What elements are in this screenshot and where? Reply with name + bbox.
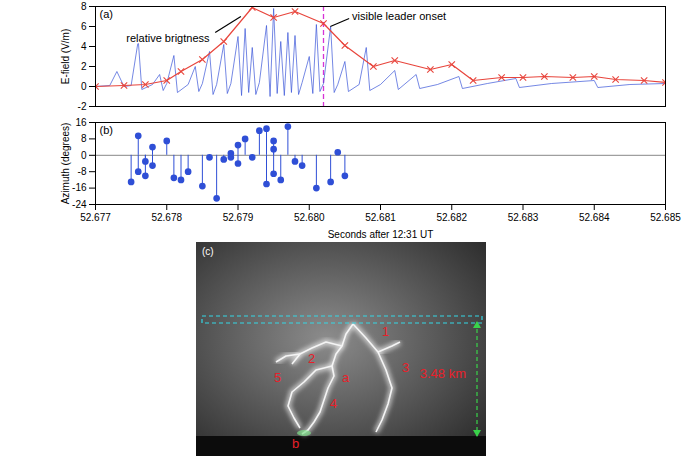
- svg-text:0: 0: [81, 81, 87, 92]
- svg-text:Azimuth (degrees): Azimuth (degrees): [60, 123, 71, 205]
- svg-text:-8: -8: [78, 166, 87, 177]
- svg-text:(b): (b): [100, 124, 113, 136]
- svg-text:b: b: [292, 436, 299, 451]
- svg-text:0: 0: [81, 150, 87, 161]
- svg-text:visible leader onset: visible leader onset: [352, 10, 446, 22]
- svg-text:52.683: 52.683: [508, 212, 539, 223]
- svg-text:52.678: 52.678: [151, 212, 182, 223]
- svg-text:52.684: 52.684: [579, 212, 610, 223]
- svg-text:-16: -16: [72, 182, 87, 193]
- svg-text:3: 3: [402, 360, 409, 375]
- svg-text:2: 2: [308, 351, 315, 366]
- svg-text:relative brigtness: relative brigtness: [126, 32, 210, 44]
- svg-text:52.679: 52.679: [223, 212, 254, 223]
- svg-text:6: 6: [81, 21, 87, 32]
- svg-text:3.48 km: 3.48 km: [420, 366, 466, 381]
- svg-text:16: 16: [75, 117, 87, 128]
- svg-text:2: 2: [81, 61, 87, 72]
- svg-text:-2: -2: [78, 101, 87, 112]
- svg-text:5: 5: [274, 370, 281, 385]
- svg-text:8: 8: [81, 1, 87, 12]
- svg-text:4: 4: [330, 396, 337, 411]
- svg-text:4: 4: [81, 41, 87, 52]
- svg-text:52.682: 52.682: [436, 212, 467, 223]
- svg-text:52.677: 52.677: [80, 212, 111, 223]
- svg-text:(a): (a): [100, 8, 113, 20]
- svg-text:52.681: 52.681: [365, 212, 396, 223]
- svg-text:(c): (c): [202, 246, 214, 257]
- svg-text:52.680: 52.680: [294, 212, 325, 223]
- svg-text:-24: -24: [72, 199, 87, 210]
- svg-text:E-field (V/m): E-field (V/m): [60, 29, 71, 85]
- svg-text:52.685: 52.685: [650, 212, 681, 223]
- svg-text:8: 8: [81, 133, 87, 144]
- svg-text:Seconds after 12:31 UT: Seconds after 12:31 UT: [328, 229, 434, 240]
- svg-text:1: 1: [382, 324, 389, 339]
- svg-text:a: a: [342, 370, 350, 385]
